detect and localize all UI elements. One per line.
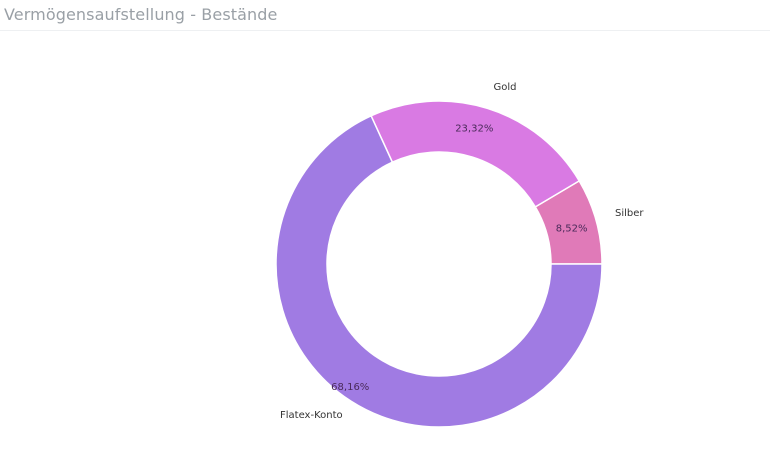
value-label: 68,16% [331,382,369,393]
category-label: Silber [615,208,644,219]
value-label: 23,32% [455,123,493,134]
slice-flatex-konto[interactable] [275,114,603,428]
header-divider [0,30,770,31]
value-label: 8,52% [556,224,588,235]
category-label: Gold [494,82,517,93]
category-label: Flatex-Konto [280,410,343,421]
slice-gold[interactable] [370,100,581,208]
page-title: Vermögensaufstellung - Bestände [4,5,278,24]
